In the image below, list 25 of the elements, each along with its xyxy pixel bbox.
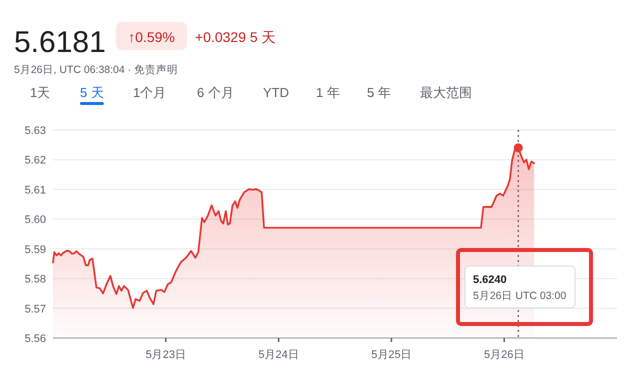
y-tick-label: 5.60 (24, 214, 46, 226)
y-tick-label: 5.62 (24, 154, 46, 167)
x-tick-label: 5月23日 (146, 349, 186, 361)
y-tick-label: 5.59 (24, 244, 46, 256)
y-tick-label: 5.57 (24, 303, 46, 316)
text: ↑0.59% (128, 29, 175, 45)
x-tick-label: 5月25日 (371, 349, 412, 361)
text: +0.0329 5 天 (195, 29, 276, 45)
text: YTD (263, 85, 289, 100)
text: 1 年 (316, 85, 340, 100)
text: 1天 (30, 85, 50, 100)
x-tick-label: 5月26日 (484, 349, 524, 361)
text: 6 个月 (197, 85, 234, 100)
chart-subtitle: 5月26日, UTC 06:38:04 · 免责声明 (14, 63, 178, 76)
y-tick-label: 5.56 (24, 333, 46, 345)
y-tick-label: 5.58 (24, 274, 46, 286)
text: 5 天 (80, 85, 104, 100)
y-tick-label: 5.61 (24, 184, 46, 196)
y-tick-label: 5.63 (24, 125, 46, 137)
text: 最大范围 (420, 85, 472, 100)
x-tick-label: 5月24日 (258, 349, 299, 361)
annotation: 5.6240 5月26日 UTC 03:00 (473, 274, 566, 302)
text: 5 年 (367, 85, 391, 100)
chart-title: 5.6181 (14, 26, 106, 59)
text: 1个月 (133, 85, 166, 100)
